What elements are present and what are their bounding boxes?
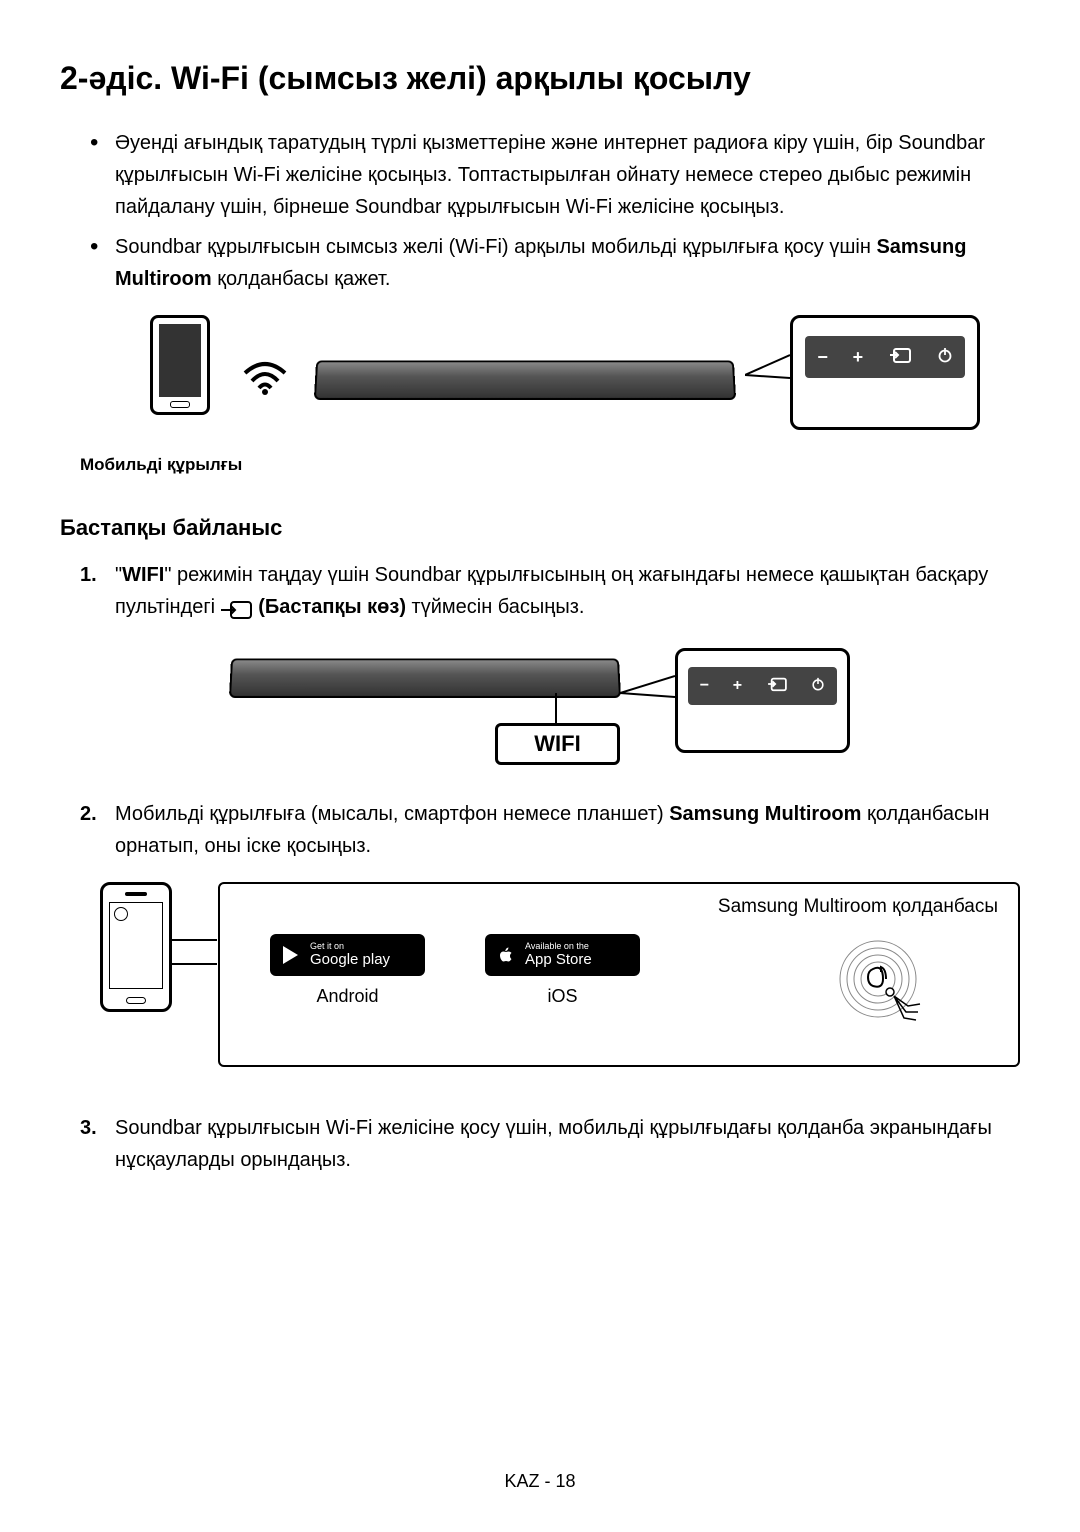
side-panel: − + <box>790 315 980 430</box>
step1-c: түймесін басыңыз. <box>406 596 584 618</box>
phone-connector-line <box>172 937 217 967</box>
steps-list-2: 2. Мобильді құрылғыға (мысалы, смартфон … <box>80 798 1020 862</box>
step3-text: Soundbar құрылғысын Wi-Fi желісіне қосу … <box>115 1117 992 1171</box>
source-btn-icon-2 <box>766 676 788 697</box>
phone-speaker <box>125 892 147 896</box>
power-icon-2 <box>811 677 825 696</box>
power-icon <box>937 347 953 368</box>
apple-big: App Store <box>525 952 592 969</box>
main-heading: 2-әдіс. Wi-Fi (сымсыз желі) арқылы қосыл… <box>60 60 1020 97</box>
app-store-col: Available on the App Store iOS <box>485 934 640 1007</box>
side-panel-2: − + <box>675 648 850 753</box>
mobile-device-label: Мобильді құрылғы <box>80 455 1020 475</box>
plus-icon-2: + <box>733 677 742 695</box>
minus-icon: − <box>817 347 828 368</box>
google-play-badge: Get it on Google play <box>270 934 425 976</box>
app-box: Samsung Multiroom қолданбасы Get it on G… <box>218 882 1020 1067</box>
connector-line-2 <box>620 673 675 698</box>
wifi-connector-line <box>555 693 557 723</box>
apple-icon <box>495 944 517 966</box>
phone-icon <box>150 315 210 415</box>
app-store-badge: Available on the App Store <box>485 934 640 976</box>
connector-line <box>745 350 790 380</box>
phone-icon-3 <box>100 882 172 1012</box>
wifi-icon <box>240 355 290 395</box>
step1-wifi: WIFI <box>122 564 164 586</box>
android-label: Android <box>316 986 378 1007</box>
soundbar-icon-2 <box>229 658 621 698</box>
app-label: Samsung Multiroom қолданбасы <box>718 896 998 918</box>
source-btn-icon <box>888 346 912 369</box>
google-play-icon <box>280 944 302 966</box>
diagram-app-install: Samsung Multiroom қолданбасы Get it on G… <box>100 882 1020 1082</box>
phone-screen <box>109 902 163 989</box>
wifi-display-box: WIFI <box>495 723 620 765</box>
phone-app-icon <box>114 907 128 921</box>
bullet2-text-a: Soundbar құрылғысын сымсыз желі (Wi-Fi) … <box>115 236 876 258</box>
multiroom-app-icon <box>828 934 958 1044</box>
bullet2-tail: қолданбасы қажет. <box>212 268 391 290</box>
step1-source: (Бастапқы көз) <box>258 596 406 618</box>
source-icon <box>221 598 253 618</box>
diagram-wifi-mode: WIFI − + <box>230 648 850 768</box>
app-store-text: Available on the App Store <box>525 942 592 968</box>
phone-home-button <box>126 997 146 1004</box>
sub-heading: Бастапқы байланыс <box>60 515 1020 541</box>
bullet-item-2: Soundbar құрылғысын сымсыз желі (Wi-Fi) … <box>90 231 1020 295</box>
bullet-list: Әуенді ағындық таратудың түрлі қызметтер… <box>90 127 1020 295</box>
bullet-item-1: Әуенді ағындық таратудың түрлі қызметтер… <box>90 127 1020 223</box>
step2-a: Мобильді құрылғыға (мысалы, смартфон нем… <box>115 803 669 825</box>
steps-list-3: 3. Soundbar құрылғысын Wi-Fi желісіне қо… <box>80 1112 1020 1176</box>
google-play-text: Get it on Google play <box>310 942 390 968</box>
diagram-connection: − + <box>100 315 1020 445</box>
steps-list: 1. "WIFI" режимін таңдау үшін Soundbar қ… <box>80 559 1020 623</box>
step-3-number: 3. <box>80 1112 97 1144</box>
minus-icon-2: − <box>700 677 709 695</box>
plus-icon: + <box>853 347 864 368</box>
step-3: 3. Soundbar құрылғысын Wi-Fi желісіне қо… <box>80 1112 1020 1176</box>
google-big: Google play <box>310 952 390 969</box>
google-play-col: Get it on Google play Android <box>270 934 425 1007</box>
step-2-number: 2. <box>80 798 97 830</box>
soundbar-icon <box>314 360 736 400</box>
step-1-number: 1. <box>80 559 97 591</box>
page-footer: KAZ - 18 <box>504 1471 575 1492</box>
side-panel-2-buttons: − + <box>688 667 837 705</box>
step-2: 2. Мобильді құрылғыға (мысалы, смартфон … <box>80 798 1020 862</box>
side-panel-buttons: − + <box>805 336 965 378</box>
step-1: 1. "WIFI" режимін таңдау үшін Soundbar қ… <box>80 559 1020 623</box>
store-badges: Get it on Google play Android Available … <box>270 934 640 1007</box>
ios-label: iOS <box>547 986 577 1007</box>
step2-bold: Samsung Multiroom <box>669 803 861 825</box>
